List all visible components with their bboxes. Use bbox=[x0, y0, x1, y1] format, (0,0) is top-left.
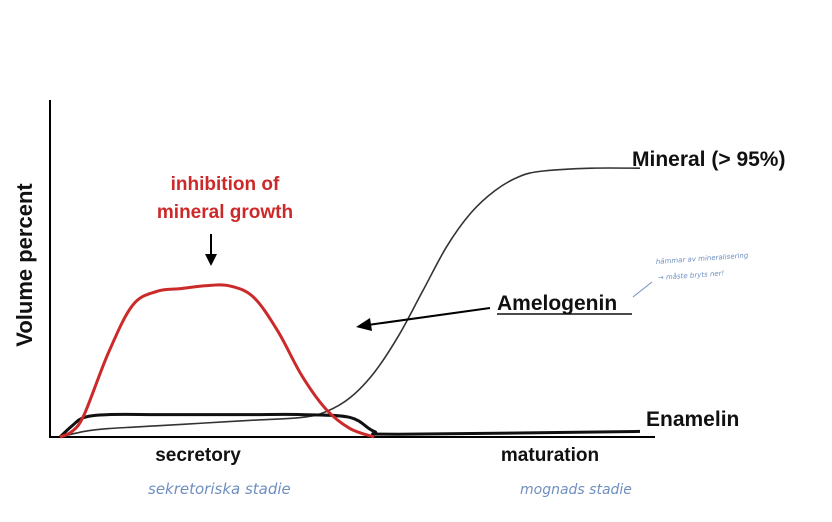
inhibition-arrow-head bbox=[205, 254, 217, 266]
handwritten-side-note-line1: hämmar av mineralisering bbox=[656, 252, 750, 266]
amelogenin-arrow-shaft bbox=[367, 307, 491, 326]
x-label-maturation: maturation bbox=[501, 445, 599, 466]
annotation-inhibition-line2: mineral growth bbox=[157, 202, 293, 223]
handwritten-note-maturation: mognads stadie bbox=[520, 482, 632, 498]
series-line-amelogenin bbox=[59, 283, 375, 439]
handwritten-side-note-line2: → måste bryts ner! bbox=[658, 268, 725, 282]
y-axis-label: Volume percent bbox=[12, 183, 37, 347]
amelogenin-arrow-head bbox=[356, 318, 372, 331]
x-label-secretory: secretory bbox=[155, 445, 241, 466]
handwritten-note-secretory: sekretoriska stadie bbox=[148, 480, 291, 498]
series-label-amelogenin: Amelogenin bbox=[497, 292, 617, 315]
handwritten-connector bbox=[632, 281, 653, 298]
series-label-mineral: Mineral (> 95%) bbox=[632, 148, 785, 171]
annotation-inhibition-line1: inhibition of bbox=[171, 174, 280, 195]
series-label-enamelin: Enamelin bbox=[646, 408, 739, 431]
series-line-mineral bbox=[59, 167, 641, 438]
